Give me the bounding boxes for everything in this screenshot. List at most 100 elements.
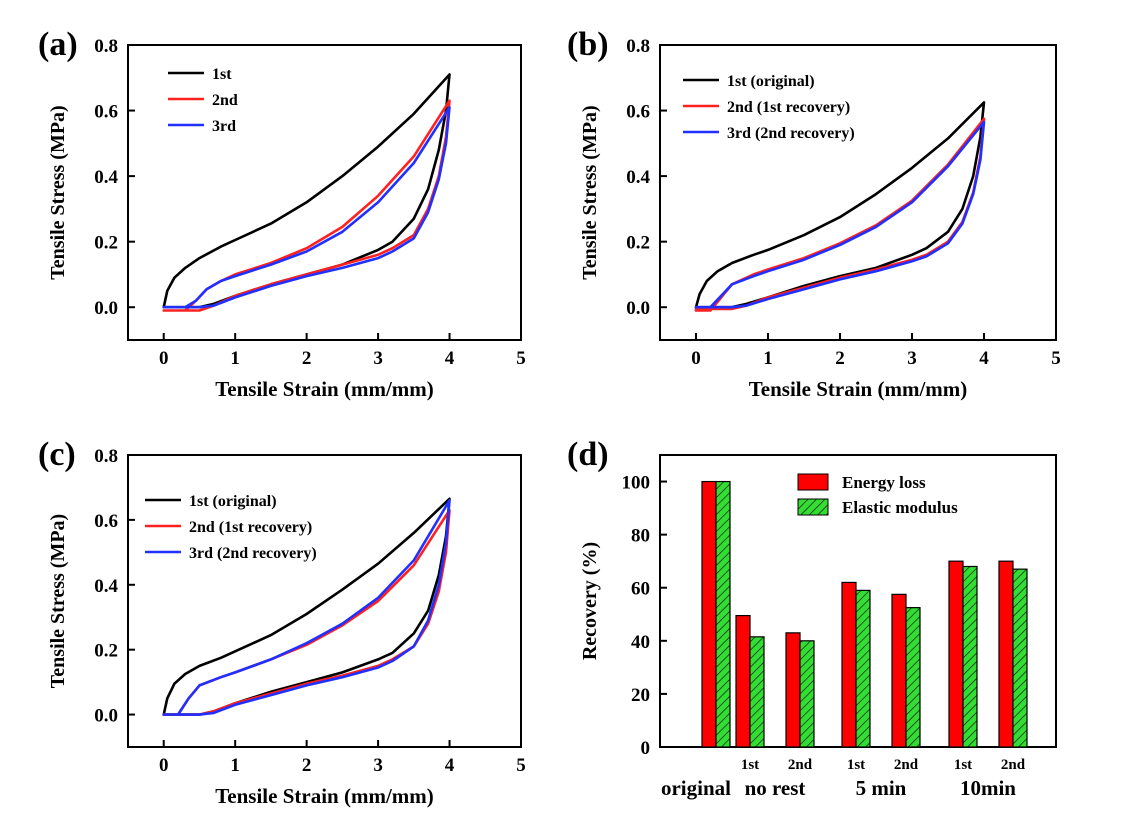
y-tick-label: 80 — [631, 526, 650, 547]
series-line-2 — [162, 99, 451, 312]
bar-sub-label: 2nd — [894, 757, 919, 773]
legend-label: Elastic modulus — [842, 498, 958, 517]
series-line-1 — [162, 73, 451, 309]
legend-label: 2nd (1st recovery) — [189, 519, 312, 536]
x-tick-label: 0 — [691, 348, 701, 369]
x-tick-label: 5 — [516, 755, 526, 776]
x-axis-label: Tensile Strain (mm/mm) — [215, 784, 434, 808]
y-tick-label: 0.4 — [626, 167, 650, 188]
y-tick-label: 0.2 — [94, 641, 118, 662]
panel-label: (a) — [38, 26, 78, 63]
panel-d: (d) 0 20 40 60 80 100 Recovery (%) original 1st 2n… — [567, 436, 1057, 800]
bar-elastic-modulus — [855, 589, 871, 748]
bar-sub-label: 2nd — [1001, 757, 1026, 773]
panel-label: (c) — [38, 436, 76, 473]
legend-label: 1st — [212, 66, 232, 83]
x-tick-label: 1 — [230, 755, 240, 776]
x-tick-label: 2 — [835, 348, 845, 369]
y-tick-label: 0.8 — [626, 36, 650, 57]
y-tick-label: 0.8 — [94, 446, 118, 467]
y-tick-label: 0.0 — [626, 298, 650, 319]
bar-energy-loss — [998, 560, 1014, 748]
legend-swatch — [797, 498, 829, 516]
y-tick-label: 0.6 — [94, 102, 118, 123]
plot-frame — [127, 454, 522, 748]
plot-frame — [127, 44, 522, 341]
group-label: 5 min — [856, 776, 907, 800]
bar-energy-loss — [785, 632, 801, 748]
bar-energy-loss — [841, 581, 857, 748]
group-label: original — [661, 776, 731, 800]
x-tick-label: 5 — [516, 348, 526, 369]
y-tick-label: 40 — [631, 632, 650, 653]
y-tick-label: 0.0 — [94, 298, 118, 319]
bar-elastic-modulus — [905, 607, 921, 748]
bar-sub-label: 2nd — [788, 757, 813, 773]
y-tick-label: 0.2 — [626, 233, 650, 254]
x-tick-label: 3 — [373, 348, 383, 369]
group-label: no rest — [745, 776, 806, 800]
series-line-3 — [694, 120, 986, 309]
plot-frame — [659, 44, 1057, 341]
panel-b: (b) 0.0 0.2 0.4 0.6 0.8 Tensile Stress (MPa) 0 1… — [567, 26, 1061, 401]
bar-elastic-modulus — [962, 565, 978, 748]
panel-a: (a) 0.0 0.2 0.4 0.6 0.8 Tensile Stress (MPa) 0 1… — [38, 26, 526, 401]
y-tick-label: 0.6 — [94, 511, 118, 532]
y-axis-label: Tensile Stress (MPa) — [47, 514, 69, 688]
legend-label: 1st (original) — [189, 493, 277, 510]
y-tick-label: 0.4 — [94, 576, 118, 597]
legend-swatch — [797, 473, 829, 491]
bar-elastic-modulus — [799, 640, 815, 748]
legend-label: 2nd (1st recovery) — [727, 99, 850, 116]
x-tick-label: 0 — [159, 348, 169, 369]
legend-label: 3rd (2nd recovery) — [727, 125, 855, 142]
y-tick-label: 0.4 — [94, 167, 118, 188]
bar-sub-label: 1st — [741, 757, 759, 773]
y-tick-label: 0.6 — [626, 102, 650, 123]
bar-elastic-modulus — [749, 636, 765, 748]
legend-label: 2nd — [212, 92, 238, 109]
x-tick-label: 4 — [445, 348, 455, 369]
legend-label: 3rd — [212, 118, 236, 135]
y-axis-label: Recovery (%) — [579, 542, 601, 660]
x-tick-label: 1 — [230, 348, 240, 369]
panel-c: (c) 0.0 0.2 0.4 0.6 0.8 Tensile Stress (MPa) 0 1… — [38, 436, 526, 808]
y-tick-label: 0 — [641, 738, 651, 759]
x-tick-label: 2 — [302, 755, 312, 776]
x-tick-label: 5 — [1051, 348, 1061, 369]
y-tick-label: 20 — [631, 685, 650, 706]
legend-label: 1st (original) — [727, 73, 815, 90]
y-axis-label: Tensile Stress (MPa) — [579, 105, 601, 279]
legend-label: 3rd (2nd recovery) — [189, 545, 317, 562]
bar-sub-label: 1st — [954, 757, 972, 773]
y-tick-label: 0.8 — [94, 36, 118, 57]
x-tick-label: 1 — [763, 348, 773, 369]
y-tick-label: 0.0 — [94, 706, 118, 727]
y-axis-label: Tensile Stress (MPa) — [47, 105, 69, 279]
y-tick-label: 100 — [622, 473, 651, 494]
bar-energy-loss — [948, 560, 964, 748]
bar-energy-loss — [701, 480, 717, 748]
bar-elastic-modulus — [1012, 568, 1028, 748]
y-tick-label: 0.2 — [94, 233, 118, 254]
panel-label: (b) — [567, 26, 609, 63]
x-tick-label: 3 — [907, 348, 917, 369]
bar-elastic-modulus — [715, 480, 731, 748]
legend-label: Energy loss — [842, 473, 926, 492]
x-axis-label: Tensile Strain (mm/mm) — [215, 377, 434, 401]
group-label: 10min — [960, 776, 1016, 800]
x-tick-label: 4 — [445, 755, 455, 776]
bar-sub-label: 1st — [847, 757, 865, 773]
x-tick-label: 4 — [979, 348, 989, 369]
x-axis-label: Tensile Strain (mm/mm) — [749, 377, 968, 401]
bar-energy-loss — [891, 593, 907, 748]
x-tick-label: 2 — [302, 348, 312, 369]
series-line-3 — [162, 106, 451, 309]
series-line-3 — [162, 499, 451, 716]
x-tick-label: 3 — [373, 755, 383, 776]
y-tick-label: 60 — [631, 579, 650, 600]
bar-energy-loss — [735, 614, 751, 748]
x-tick-label: 0 — [159, 755, 169, 776]
panel-label: (d) — [567, 436, 609, 473]
